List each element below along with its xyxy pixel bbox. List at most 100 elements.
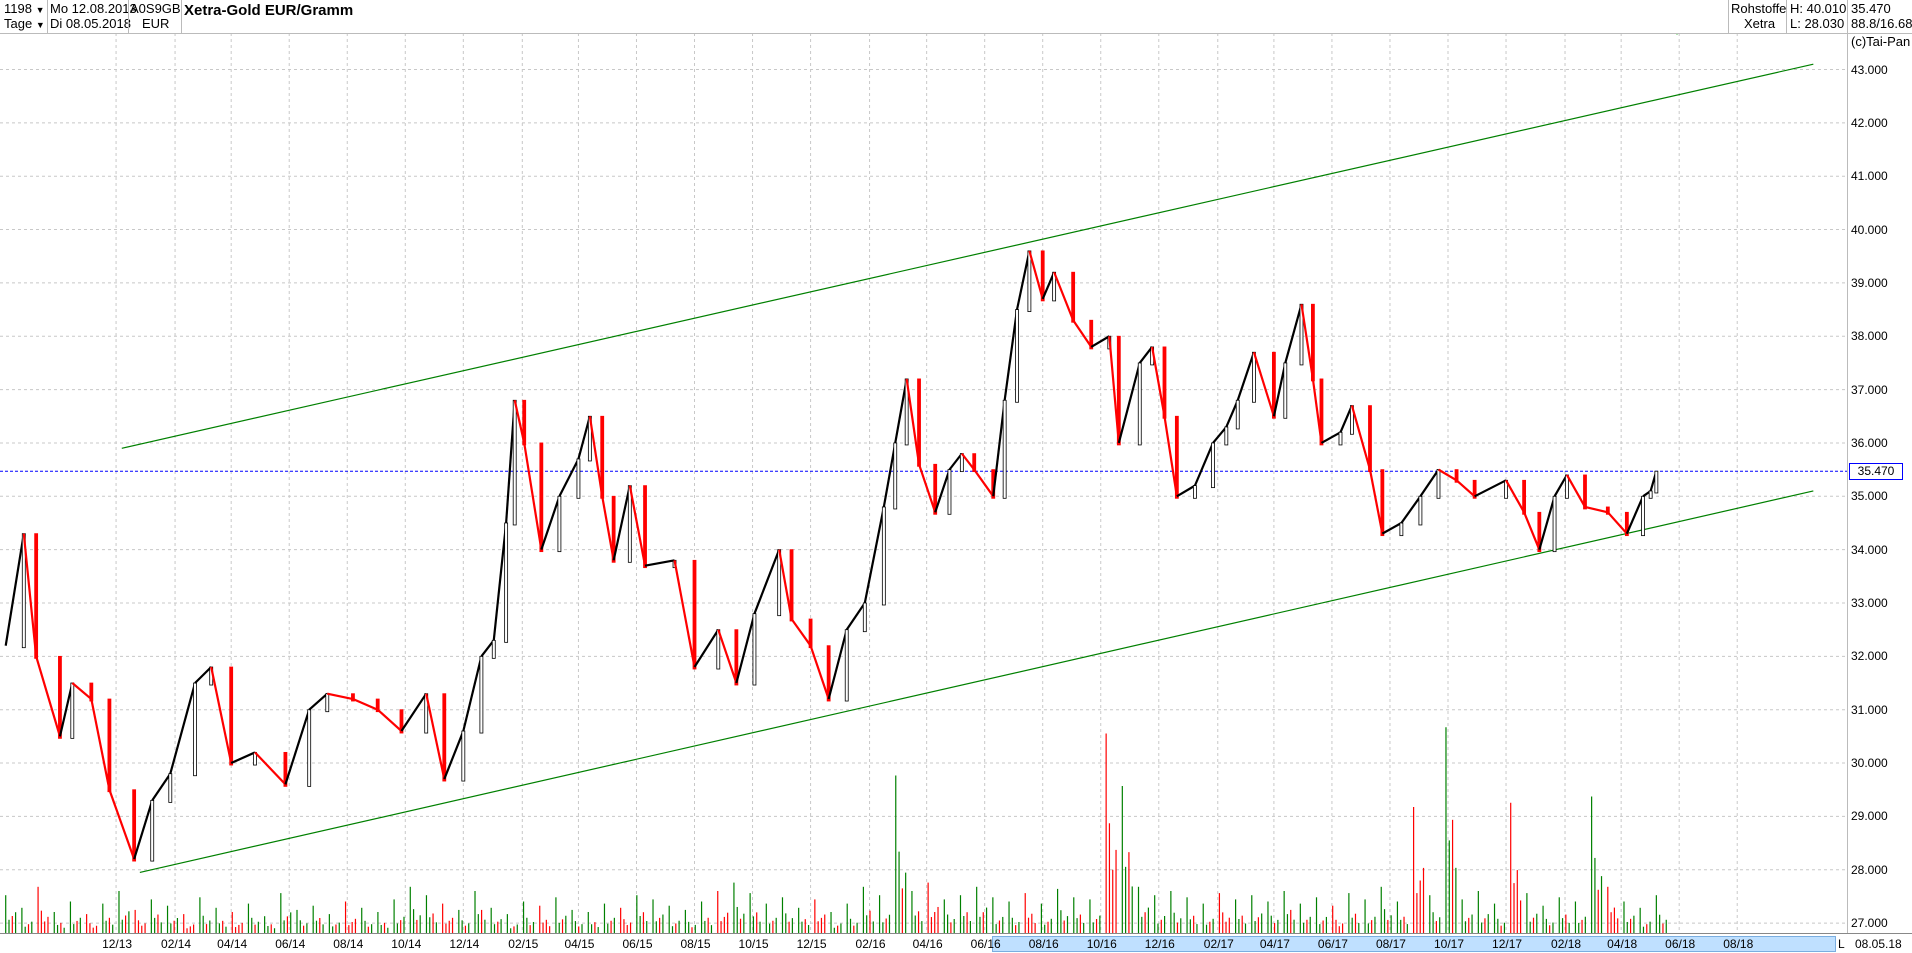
candle bbox=[1436, 469, 1441, 499]
count-value: 1198 bbox=[4, 1, 32, 16]
price-series bbox=[4, 250, 1659, 862]
price-segment bbox=[1003, 309, 1019, 401]
candle bbox=[972, 453, 977, 473]
x-tick-label: 02/17 bbox=[1203, 937, 1234, 951]
candle bbox=[442, 693, 447, 782]
candle bbox=[1380, 469, 1385, 537]
y-tick-label: 31.000 bbox=[1851, 702, 1888, 717]
candle bbox=[627, 485, 632, 563]
candle bbox=[1311, 303, 1315, 382]
price-segment bbox=[443, 730, 465, 780]
price-segment bbox=[1474, 479, 1507, 498]
y-tick-label: 34.000 bbox=[1851, 542, 1888, 557]
candle bbox=[1071, 271, 1076, 323]
price-segment bbox=[1138, 346, 1153, 364]
y-tick-label: 35.000 bbox=[1851, 489, 1888, 504]
candle bbox=[325, 693, 330, 713]
candle bbox=[1368, 405, 1372, 473]
candle bbox=[893, 442, 898, 510]
candle bbox=[512, 399, 517, 526]
candle bbox=[1472, 479, 1477, 499]
end-date[interactable]: Di 08.05.2018 bbox=[50, 16, 131, 31]
x-tick-label: 08/15 bbox=[680, 937, 711, 951]
candle bbox=[789, 549, 794, 622]
price-segment bbox=[673, 560, 696, 668]
price-segment bbox=[1028, 250, 1044, 300]
price-segment bbox=[480, 639, 495, 658]
candle bbox=[1399, 522, 1404, 537]
chevron-down-icon: ▼ bbox=[35, 20, 45, 30]
candle bbox=[1583, 474, 1587, 510]
candle bbox=[557, 495, 562, 553]
candle bbox=[1089, 319, 1094, 350]
price-segment bbox=[523, 442, 543, 550]
price-segment bbox=[917, 463, 937, 513]
candle bbox=[70, 682, 75, 739]
x-tick-label: 02/16 bbox=[855, 937, 886, 951]
x-tick-label: 08/17 bbox=[1375, 937, 1406, 951]
trendlines bbox=[121, 63, 1814, 874]
price-segment bbox=[1565, 474, 1586, 508]
x-axis: 12/13 02/14 04/14 06/14 08/14 10/14 12/14 02/15… bbox=[0, 933, 1912, 953]
price-segment bbox=[90, 698, 111, 790]
price-segment bbox=[717, 629, 738, 684]
candle bbox=[1252, 351, 1256, 403]
x-tick-label: 04/18 bbox=[1607, 937, 1638, 951]
price-segment bbox=[577, 415, 591, 460]
price-segment bbox=[588, 416, 604, 497]
candle bbox=[881, 506, 886, 606]
price-segment bbox=[558, 458, 580, 497]
candle bbox=[375, 698, 380, 713]
candle bbox=[826, 645, 831, 702]
price-segment bbox=[790, 618, 812, 647]
y-tick-label: 36.000 bbox=[1851, 435, 1888, 450]
x-tick-label: 08/18 bbox=[1723, 937, 1754, 951]
candle bbox=[1648, 490, 1653, 499]
trendline bbox=[139, 490, 1814, 874]
range-scrollbar[interactable] bbox=[992, 936, 1836, 952]
price-segment bbox=[1381, 522, 1402, 535]
grid bbox=[0, 33, 1847, 933]
price-segment bbox=[1015, 250, 1031, 310]
price-segment bbox=[863, 506, 885, 604]
start-date[interactable]: Mo 12.08.2013 bbox=[50, 1, 137, 16]
period-value: Tage bbox=[4, 16, 33, 31]
period-select[interactable]: Tage ▼ bbox=[4, 16, 45, 33]
currency: EUR bbox=[142, 16, 170, 31]
candle bbox=[229, 666, 234, 766]
price-segment bbox=[1176, 484, 1196, 498]
price-segment bbox=[1625, 495, 1645, 535]
candle bbox=[933, 463, 938, 515]
price-segment bbox=[778, 549, 793, 620]
candle bbox=[1552, 495, 1557, 553]
candle bbox=[692, 559, 697, 670]
price-segment bbox=[753, 549, 781, 615]
price-segment bbox=[693, 629, 720, 668]
candle bbox=[522, 399, 527, 446]
price-segment bbox=[376, 708, 403, 732]
count-select[interactable]: 1198 ▼ bbox=[4, 1, 45, 18]
x-tick-label: 12/17 bbox=[1492, 937, 1523, 951]
price-segment bbox=[352, 698, 379, 711]
l-label[interactable]: L bbox=[1838, 937, 1845, 951]
candle bbox=[1454, 469, 1459, 483]
price-segment bbox=[1272, 362, 1287, 417]
chart-header: 1198 ▼ Tage ▼ Mo 12.08.2013 Di 08.05.201… bbox=[0, 0, 1912, 34]
price-segment bbox=[1339, 405, 1353, 433]
candle bbox=[1271, 351, 1276, 419]
price-segment bbox=[1607, 511, 1628, 535]
y-tick-label: 33.000 bbox=[1851, 596, 1888, 610]
x-tick-label: 08/16 bbox=[1028, 937, 1059, 951]
price-segment bbox=[133, 800, 154, 860]
candle bbox=[808, 618, 813, 649]
candle bbox=[1116, 335, 1121, 446]
price-segment bbox=[1072, 319, 1093, 348]
exchange: Xetra bbox=[1744, 16, 1776, 31]
candle bbox=[283, 751, 288, 787]
candle bbox=[58, 655, 62, 739]
x-tick-label: 10/15 bbox=[738, 937, 769, 951]
y-tick-label: 42.000 bbox=[1851, 115, 1888, 130]
candle bbox=[539, 442, 544, 553]
price-segment bbox=[1284, 303, 1303, 364]
price-segment bbox=[1117, 362, 1141, 444]
